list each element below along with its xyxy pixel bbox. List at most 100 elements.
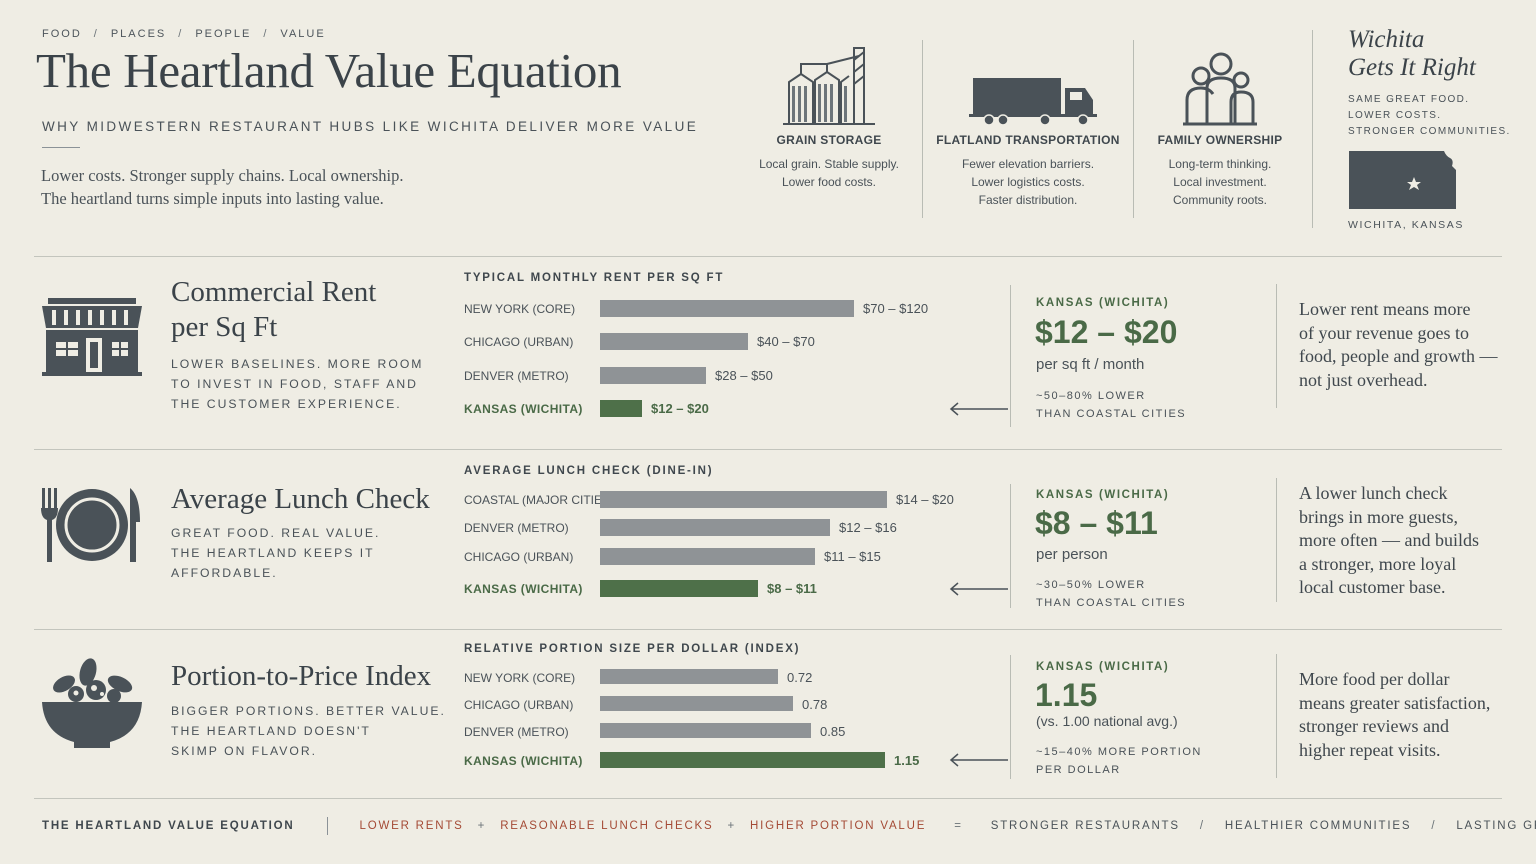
wichita-tag-line: STRONGER COMMUNITIES. [1348, 126, 1511, 137]
kansas-portion-unit: (vs. 1.00 national avg.) [1036, 713, 1178, 729]
bar-label: KANSAS (WICHITA) [464, 754, 583, 768]
wichita-tagline: SAME GREAT FOOD. LOWER COSTS. STRONGER C… [1348, 92, 1511, 140]
bar [600, 519, 830, 536]
bar [600, 548, 815, 565]
quote-line: higher repeat visits. [1299, 739, 1441, 760]
arrow-left-icon [949, 402, 1008, 416]
wichita-tag-line: LOWER COSTS. [1348, 110, 1442, 121]
column-divider [1010, 484, 1011, 608]
kansas-note-line: ~15–40% MORE PORTION [1036, 746, 1202, 758]
bar [600, 367, 706, 384]
bar [600, 300, 854, 317]
wichita-title-line: Wichita [1348, 26, 1425, 53]
bar [600, 696, 793, 711]
column-divider [1010, 655, 1011, 779]
bar [600, 333, 748, 350]
kansas-label: KANSAS (WICHITA) [1036, 297, 1170, 309]
bar-value-label: 1.15 [894, 753, 920, 768]
page-subtitle: WHY MIDWESTERN RESTAURANT HUBS LIKE WICH… [42, 119, 699, 134]
pillar-description: Local grain. Stable supply. Lower food c… [749, 155, 909, 191]
pillar-line: Community roots. [1172, 193, 1268, 207]
row-desc-line: GREAT FOOD. REAL VALUE. [171, 526, 381, 540]
bar-value-label: $70 – $120 [863, 301, 929, 316]
bar [600, 752, 885, 768]
bar [600, 491, 887, 508]
kansas-lunch-note: ~30–50% LOWER THAN COASTAL CITIES [1036, 576, 1186, 612]
footer-plus: + [477, 820, 487, 832]
lunch-quote: A lower lunch check brings in more guest… [1299, 482, 1479, 600]
column-divider [1312, 30, 1313, 228]
bar-value-label: $28 – $50 [715, 368, 773, 383]
column-divider [1276, 478, 1277, 602]
portion-description: BIGGER PORTIONS. BETTER VALUE. THE HEART… [171, 701, 446, 761]
kansas-map-icon [1349, 151, 1456, 209]
quote-line: More food per dollar [1299, 669, 1450, 689]
pillar-title: GRAIN STORAGE [776, 133, 882, 147]
pillar-title: FAMILY OWNERSHIP [1157, 133, 1283, 147]
quote-line: local customer base. [1299, 577, 1446, 597]
arrow-left-icon [949, 582, 1008, 596]
portion-chart-title: RELATIVE PORTION SIZE PER DOLLAR (INDEX) [464, 643, 801, 655]
section-divider [34, 798, 1502, 799]
kansas-rent-value: $12 – $20 [1035, 314, 1178, 350]
grain-silo-icon [783, 47, 875, 125]
rent-chart-title: TYPICAL MONTHLY RENT PER SQ FT [464, 272, 725, 284]
pillar-line: Faster distribution. [978, 193, 1078, 207]
footer-equals: = [954, 820, 963, 832]
bar-value-label: $40 – $70 [757, 334, 815, 349]
quote-line: food, people and growth — [1299, 346, 1498, 366]
bar-value-label: $11 – $15 [824, 549, 881, 564]
footer-plus: + [727, 820, 737, 832]
row-desc-line: TO INVEST IN FOOD, STAFF AND [171, 377, 418, 391]
bar [600, 669, 778, 684]
intro-line: Lower costs. Stronger supply chains. Loc… [41, 166, 404, 185]
bar-value-label: $8 – $11 [767, 581, 817, 596]
quote-line: stronger reviews and [1299, 716, 1449, 736]
kansas-note-line: PER DOLLAR [1036, 764, 1121, 776]
section-divider [34, 629, 1502, 630]
bar-label: NEW YORK (CORE) [464, 302, 576, 316]
plate-fork-knife-icon [41, 488, 140, 562]
section-divider [34, 256, 1502, 257]
breadcrumb-item-food[interactable]: FOOD [42, 28, 82, 40]
wichita-tag-line: SAME GREAT FOOD. [1348, 94, 1470, 105]
row-desc-line: THE CUSTOMER EXPERIENCE. [171, 397, 402, 411]
bar [600, 580, 758, 597]
quote-line: a stronger, more loyal [1299, 553, 1457, 574]
footer-outcome-communities: HEALTHIER COMMUNITIES [1224, 820, 1412, 832]
quote-line: not just overhead. [1299, 369, 1428, 390]
footer-equation: THE HEARTLAND VALUE EQUATION LOWER RENTS… [42, 817, 1536, 835]
bar-value-label: 0.78 [802, 697, 828, 712]
kansas-lunch-value: $8 – $11 [1035, 505, 1158, 541]
row-title-line: per Sq Ft [171, 311, 278, 343]
row-desc-line: THE HEARTLAND KEEPS IT [171, 546, 375, 560]
pillar-grain-storage: GRAIN STORAGE Local grain. Stable supply… [749, 40, 909, 191]
bar-label: KANSAS (WICHITA) [464, 582, 583, 596]
pillar-line: Long-term thinking. [1168, 157, 1272, 171]
footer-title: THE HEARTLAND VALUE EQUATION [42, 820, 295, 832]
breadcrumb-separator: / [263, 28, 269, 40]
rent-title: Commercial Rent per Sq Ft [171, 275, 376, 345]
quote-line: A lower lunch check [1299, 483, 1448, 503]
kansas-lunch-unit: per person [1036, 546, 1108, 563]
kansas-rent-unit: per sq ft / month [1036, 356, 1145, 373]
bar-value-label: $12 – $20 [651, 401, 709, 416]
row-desc-line: THE HEARTLAND DOESN'T [171, 724, 371, 738]
breadcrumb-item-value[interactable]: VALUE [280, 28, 326, 40]
column-divider [922, 40, 923, 218]
row-title-line: Average Lunch Check [171, 483, 430, 515]
breadcrumb-separator: / [178, 28, 184, 40]
breadcrumb-item-places[interactable]: PLACES [110, 28, 167, 40]
quote-line: of your revenue goes to [1299, 322, 1469, 343]
kansas-label: KANSAS (WICHITA) [1036, 489, 1170, 501]
bar-value-label: $14 – $20 [896, 492, 954, 507]
lunch-chart-title: AVERAGE LUNCH CHECK (DINE-IN) [464, 465, 714, 477]
bar-label: NEW YORK (CORE) [464, 671, 576, 685]
pillar-line: Local grain. Stable supply. [759, 157, 899, 171]
column-divider [1010, 285, 1011, 427]
bar [600, 723, 811, 738]
breadcrumb-item-people[interactable]: PEOPLE [195, 28, 252, 40]
truck-icon [969, 78, 1097, 126]
pillar-line: Lower food costs. [781, 175, 877, 189]
kansas-portion-value: 1.15 [1035, 677, 1098, 713]
